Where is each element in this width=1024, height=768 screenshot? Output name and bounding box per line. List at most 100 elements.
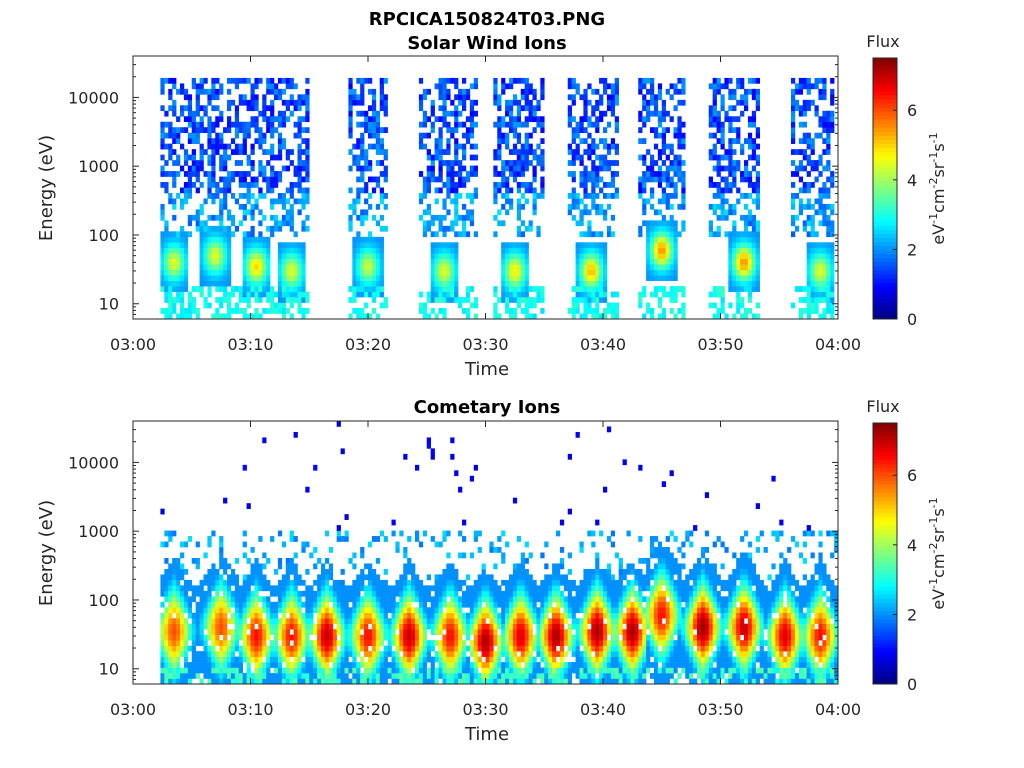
heatmap-cell [747,209,753,216]
heatmap-cell [211,264,216,270]
heatmap-cell [399,607,404,614]
heatmap-cell [207,247,212,254]
heatmap-cell [473,640,478,646]
heatmap-cell [364,247,369,254]
heatmap-cell [426,612,431,619]
heatmap-cell [383,585,388,592]
heatmap-cell [591,269,596,276]
x-axis-solar-wind: 03:00 03:10 03:20 03:30 03:40 03:50 04:00 [110,56,861,354]
heatmap-cell [415,618,420,625]
heatmap-cell [732,165,737,172]
colorbar-segment [873,196,897,202]
heatmap-cell [528,116,533,123]
heatmap-cell [485,629,490,635]
heatmap-cell [297,629,302,635]
heatmap-cell [293,651,298,657]
heatmap-cell [183,645,189,652]
heatmap-cell [501,247,506,254]
heatmap-cell [489,645,494,652]
heatmap-cell [293,132,298,139]
heatmap-cell [489,585,494,592]
colorbar-segment [873,70,897,75]
heatmap-cell [250,264,255,270]
heatmap-cell [262,308,267,314]
heatmap-cell [274,302,279,309]
heatmap-cell [501,83,506,90]
heatmap-cell [438,297,443,303]
heatmap-cell [289,110,294,117]
heatmap-cell [442,225,447,232]
heatmap-cell [442,568,447,575]
heatmap-cell [493,192,498,199]
heatmap-cell [489,547,494,553]
heatmap-cell [818,77,823,84]
heatmap-cell [458,667,463,674]
heatmap-cell [180,607,185,614]
heatmap-cell [426,678,431,685]
heatmap-cell [270,656,275,663]
heatmap-cell [599,313,604,320]
heatmap-cell [653,127,659,134]
heatmap-cell [571,160,576,166]
heatmap-cell [277,291,283,298]
heatmap-cell [454,585,459,592]
heatmap-cell [266,258,271,265]
heatmap-cell [324,618,330,625]
heatmap-cell [579,209,584,216]
heatmap-cell [724,165,729,172]
heatmap-cell [250,623,255,630]
heatmap-cell [172,607,177,614]
heatmap-cell [383,171,388,177]
heatmap-cell [653,225,659,232]
heatmap-cell [250,176,255,183]
heatmap-cell [289,612,294,619]
heatmap-cell [587,275,592,281]
heatmap-cell [657,182,663,188]
heatmap-cell [501,297,506,303]
heatmap-cell [375,313,381,320]
heatmap-cell [493,165,498,172]
heatmap-cell [454,596,459,603]
heatmap-cell [509,264,514,270]
heatmap-cell [532,302,537,309]
heatmap-cell [254,275,259,281]
heatmap-cell [520,253,525,260]
heatmap-cell [289,264,294,270]
heatmap-cell [595,253,600,260]
heatmap-cell [195,99,200,106]
heatmap-cell [242,590,247,597]
heatmap-cell [567,77,572,84]
heatmap-cell [442,88,447,95]
heatmap-cell [450,291,455,298]
colorbar-segment [873,212,897,218]
heatmap-cell [516,286,522,292]
heatmap-cell [321,662,326,668]
heatmap-cell [520,171,525,177]
heatmap-cell [176,132,181,139]
heatmap-cell [336,667,341,674]
heatmap-cell [238,203,243,210]
heatmap-cell [242,579,247,586]
heatmap-cell [242,607,247,614]
heatmap-cell [571,214,576,221]
heatmap-cell [802,308,807,314]
heatmap-cell [368,286,373,292]
heatmap-cell [301,99,306,106]
heatmap-cell [301,579,306,586]
heatmap-cell [270,645,275,652]
heatmap-cell [571,127,576,134]
heatmap-cell [277,651,283,657]
heatmap-cell [418,601,424,608]
heatmap-cell [164,308,169,314]
heatmap-cell [281,607,287,614]
heatmap-cell [501,286,506,292]
heatmap-cell [744,203,749,210]
heatmap-cell [293,297,298,303]
heatmap-cell [348,640,353,646]
heatmap-cell [454,286,459,292]
heatmap-cell [199,116,204,123]
heatmap-cell [661,225,666,232]
heatmap-cell [395,590,400,597]
heatmap-cell [199,596,204,603]
heatmap-cell [665,269,670,276]
